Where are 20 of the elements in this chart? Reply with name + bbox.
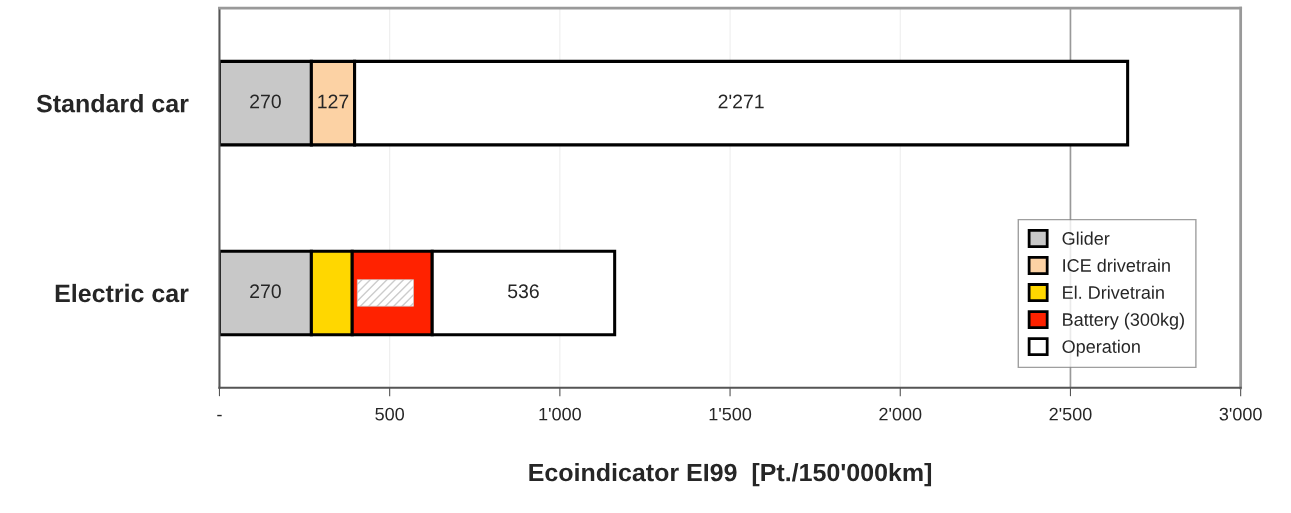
x-tick-label: 2'500	[1049, 407, 1092, 421]
x-tick-label: 1'500	[709, 407, 752, 421]
data-label: 270	[250, 94, 281, 109]
legend-label: Battery (300kg)	[1063, 312, 1184, 330]
x-tick-label: 1'000	[539, 407, 581, 421]
data-label: 536	[508, 284, 539, 299]
legend-label: Glider	[1062, 231, 1110, 245]
data-label: 127	[318, 94, 349, 109]
legend-label: El. Drivetrain	[1063, 285, 1164, 299]
y-tick-label: Standard car	[36, 94, 189, 113]
x-tick-label: 3'000	[1219, 407, 1262, 421]
y-tick-label: Electric car	[55, 283, 189, 303]
legend-label: Operation	[1062, 339, 1140, 357]
x-tick-label: -	[217, 414, 222, 417]
data-label: 2'271	[718, 94, 764, 109]
data-label: 270	[250, 284, 281, 299]
x-tick-label: 2'000	[879, 407, 922, 421]
x-axis-title: Ecoindicator EI99 [Pt./150'000km]	[529, 462, 932, 487]
legend-label: ICE drivetrain	[1063, 258, 1170, 272]
x-tick-label: 500	[375, 407, 405, 421]
